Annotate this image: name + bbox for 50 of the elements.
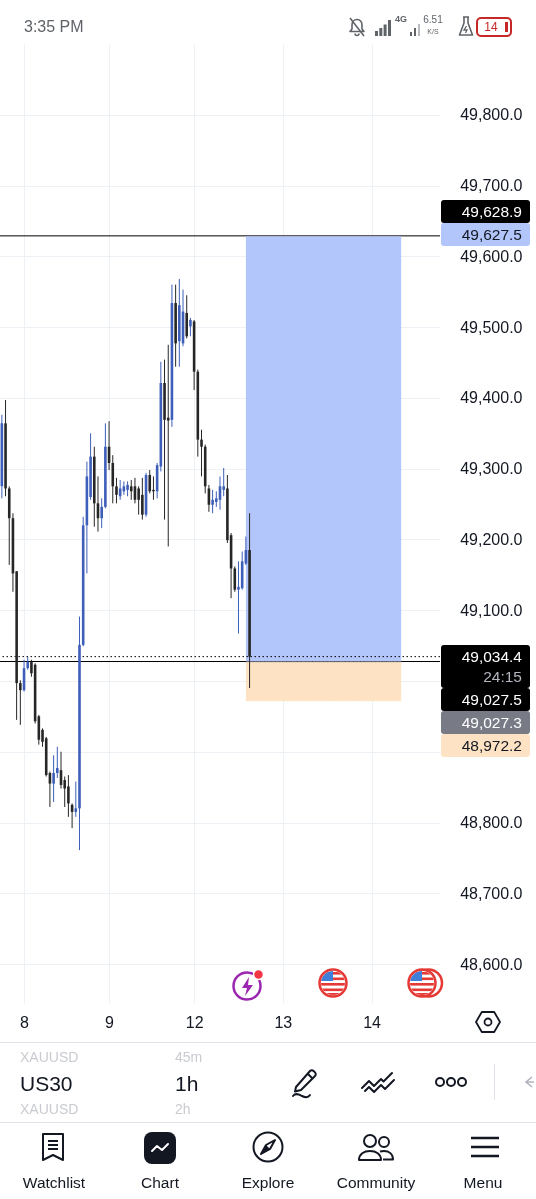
text: 14: [484, 20, 498, 34]
candlestick: [200, 429, 203, 477]
y-tick-label: 48,800.0: [460, 814, 523, 832]
x-tick-label: 13: [274, 1013, 293, 1031]
candlestick: [56, 746, 59, 779]
x-tick-label: 8: [20, 1013, 30, 1031]
candlestick: [19, 679, 22, 726]
y-tick-label: 49,300.0: [460, 460, 523, 478]
candlestick: [100, 497, 103, 529]
text: Menu: [463, 1174, 503, 1192]
candlestick: [148, 469, 152, 494]
y-tick-label: 48,700.0: [460, 884, 523, 902]
candlestick: [211, 489, 214, 514]
y-tick-label: 49,600.0: [460, 247, 523, 265]
candlestick: [222, 467, 225, 497]
x-tick-label: 9: [105, 1013, 115, 1031]
text: 6.51: [423, 14, 443, 25]
text: 48,972.2: [461, 736, 522, 754]
text: 3:35 PM: [24, 18, 84, 35]
text: 49,627.5: [461, 226, 522, 244]
candlestick: [52, 754, 55, 803]
y-tick-label: 48,600.0: [460, 955, 523, 973]
candlestick: [141, 477, 144, 521]
candlestick: [189, 317, 192, 337]
ref-line-label: 49,027.5: [461, 690, 522, 708]
candlestick: [67, 774, 70, 818]
text: Explore: [241, 1174, 295, 1192]
text: 1h: [175, 1071, 199, 1095]
candlestick: [185, 294, 189, 339]
x-tick-label: 14: [363, 1013, 382, 1031]
candlestick: [237, 560, 240, 635]
text: 49,027.3: [461, 713, 522, 731]
x-tick-label: 12: [185, 1013, 204, 1031]
text: 24:15: [483, 667, 522, 685]
ref-line-label: 49,628.9: [461, 203, 522, 221]
text: 4G: [394, 13, 408, 24]
candlestick: [74, 780, 78, 818]
text: Chart: [141, 1174, 179, 1192]
text: Watchlist: [22, 1174, 86, 1192]
text: Community: [336, 1174, 416, 1192]
candlestick: [137, 485, 140, 516]
y-tick-label: 49,400.0: [460, 389, 523, 407]
y-tick-label: 49,100.0: [460, 601, 523, 619]
candlestick: [115, 477, 118, 504]
y-tick-label: 49,500.0: [460, 318, 523, 336]
y-tick-label: 49,200.0: [460, 530, 523, 548]
text: US30: [20, 1071, 73, 1095]
ref-line-label: 49,034.4: [461, 647, 522, 665]
y-tick-label: 49,800.0: [460, 106, 523, 124]
y-tick-label: 49,700.0: [460, 177, 523, 195]
